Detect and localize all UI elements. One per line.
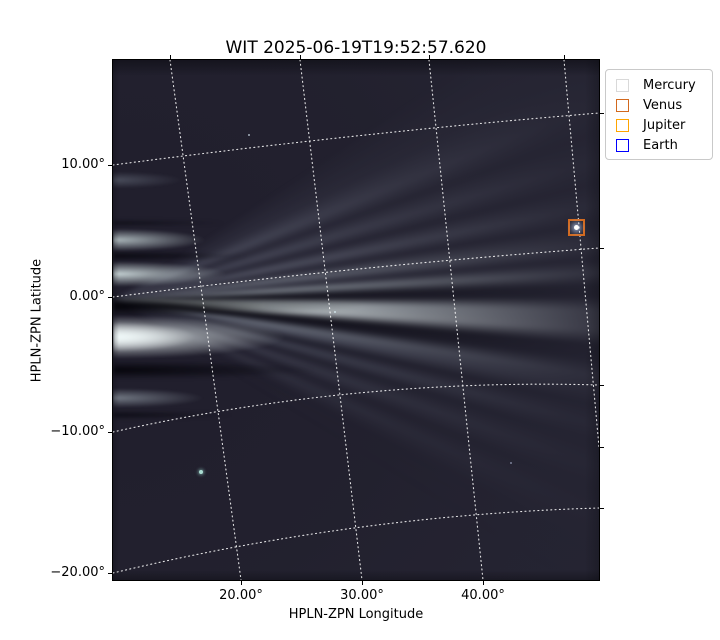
legend: Mercury Venus Jupiter Earth (605, 69, 713, 160)
legend-label: Mercury (643, 77, 696, 93)
y-axis-label: HPLN-ZPN Latitude (29, 258, 45, 383)
x-tick-label: 30.00° (340, 588, 384, 603)
y-tick-label: −10.00° (50, 424, 105, 439)
venus-marker-icon (568, 219, 585, 236)
star-point (248, 134, 250, 136)
star-point (199, 470, 203, 474)
x-tick (483, 581, 484, 585)
y-tick-label: 10.00° (61, 157, 105, 172)
y-tick (108, 432, 112, 433)
legend-label: Venus (643, 97, 683, 113)
right-tick (600, 113, 604, 114)
plot-area (112, 59, 600, 581)
venus-bright-point (574, 225, 579, 230)
x-axis-label: HPLN-ZPN Longitude (288, 607, 424, 622)
right-tick (600, 508, 604, 509)
star-point (334, 311, 336, 313)
jupiter-swatch-icon (616, 118, 629, 132)
y-tick (108, 297, 112, 298)
top-tick (170, 55, 171, 59)
grid-lat-m20 (113, 507, 599, 574)
grid-lat-0 (113, 247, 599, 298)
legend-item-venus: Venus (616, 95, 712, 115)
venus-swatch-icon (616, 98, 629, 112)
top-tick (300, 55, 301, 59)
star-point (510, 462, 512, 464)
earth-swatch-icon (616, 138, 629, 152)
grid-lat-m10 (113, 383, 599, 433)
plot-title: WIT 2025-06-19T19:52:57.620 (225, 38, 487, 58)
x-tick (362, 581, 363, 585)
grid-lon-40 (428, 60, 484, 580)
right-tick (600, 385, 604, 386)
y-tick (108, 165, 112, 166)
legend-label: Jupiter (643, 117, 686, 133)
legend-label: Earth (643, 137, 678, 153)
grid-lon-20 (169, 60, 242, 580)
right-tick (600, 248, 604, 249)
x-tick (241, 581, 242, 585)
legend-item-mercury: Mercury (616, 75, 712, 95)
legend-item-earth: Earth (616, 135, 712, 155)
grid-lat-10 (113, 112, 599, 166)
grid-lon-30 (299, 60, 363, 580)
coordinate-grid (113, 60, 599, 580)
grid-lon-50 (563, 60, 599, 448)
y-tick-label: −20.00° (50, 565, 105, 580)
y-tick (108, 573, 112, 574)
top-tick (429, 55, 430, 59)
mercury-swatch-icon (616, 78, 629, 92)
edge-vignette (113, 60, 599, 580)
x-tick-label: 40.00° (461, 588, 505, 603)
y-tick-label: 0.00° (69, 289, 105, 304)
top-tick (564, 55, 565, 59)
legend-item-jupiter: Jupiter (616, 115, 712, 135)
x-tick-label: 20.00° (219, 588, 263, 603)
right-tick (600, 447, 604, 448)
